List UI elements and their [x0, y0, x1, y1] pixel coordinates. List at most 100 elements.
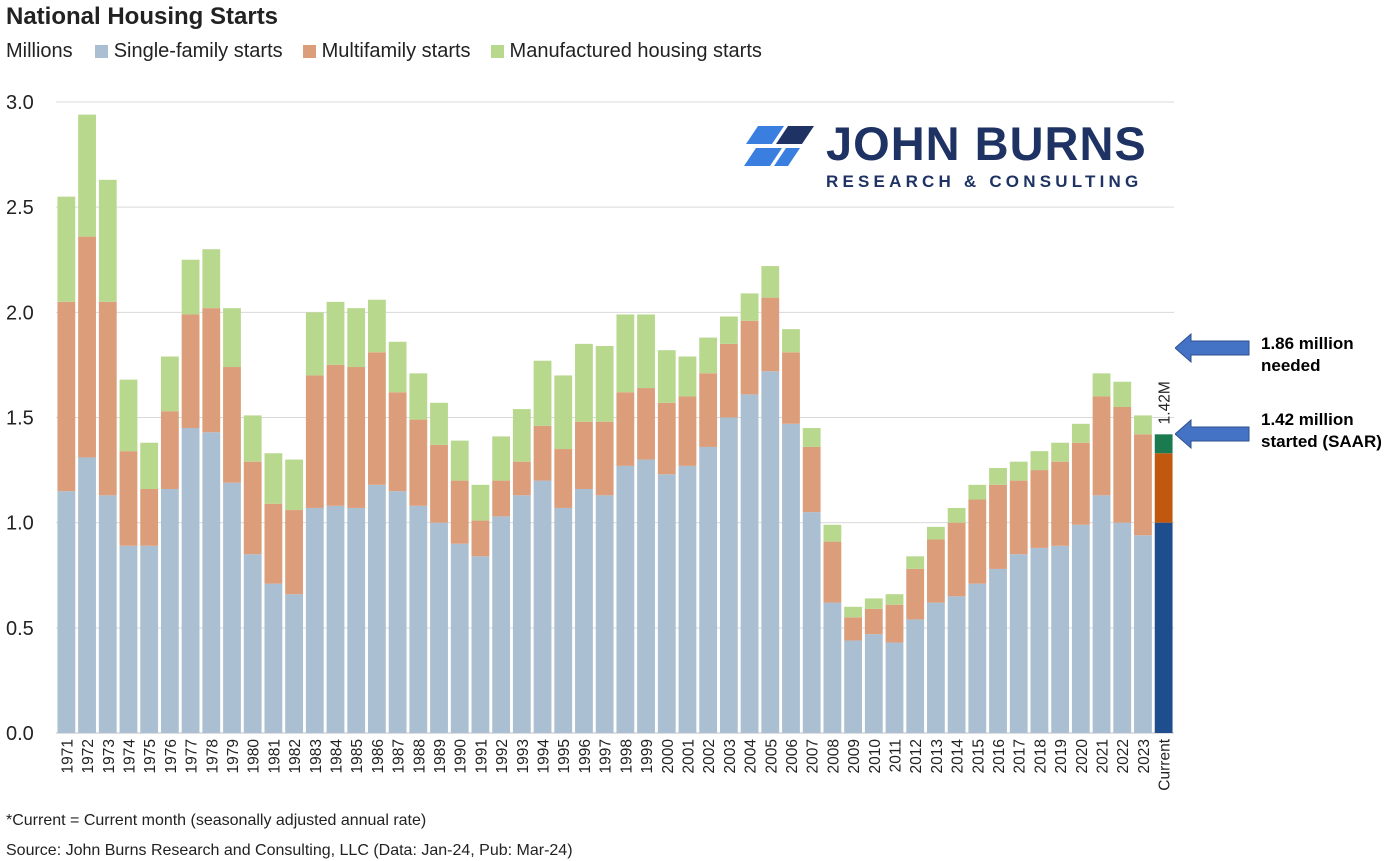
bar-multifamily-1997 [595, 421, 614, 496]
bar-single-family-2009 [844, 640, 862, 733]
chart-legend: Millions Single-family starts Multifamil… [6, 40, 782, 63]
bar-single-family-2013 [927, 602, 945, 733]
bar-multifamily-1983 [305, 375, 324, 508]
legend-swatch-manufactured [490, 45, 504, 58]
bar-manufactured-1983 [305, 312, 324, 376]
bar-single-family-2005 [761, 371, 780, 733]
bar-single-family-1980 [243, 554, 262, 733]
bar-multifamily-2009 [844, 617, 862, 641]
bar-multifamily-1987 [388, 392, 407, 492]
bar-multifamily-2007 [802, 446, 821, 513]
bar-single-family-2002 [699, 446, 718, 733]
bar-manufactured-2021 [1092, 373, 1111, 397]
bar-manufactured-2018 [1030, 451, 1049, 471]
x-tick-label: 1975 [142, 739, 159, 773]
bar-multifamily-1986 [368, 352, 386, 485]
x-tick-label: 2005 [763, 739, 780, 773]
x-tick-label: 2021 [1095, 739, 1112, 773]
y-tick-label: 1.5 [6, 408, 34, 430]
bar-single-family-1992 [492, 516, 511, 733]
bar-multifamily-1973 [98, 301, 117, 496]
bar-multifamily-1976 [160, 411, 179, 490]
bar-multifamily-2011 [885, 604, 904, 643]
bar-manufactured-1978 [202, 249, 221, 309]
x-tick-label: 2015 [970, 739, 987, 773]
bar-manufactured-1991 [471, 484, 490, 521]
bar-multifamily-2005 [761, 297, 780, 372]
bar-multifamily-2017 [1009, 480, 1028, 555]
bar-single-family-2001 [678, 465, 697, 733]
bar-manufactured-1995 [554, 375, 573, 450]
x-tick-label: 1982 [287, 739, 304, 773]
bar-multifamily-1995 [554, 449, 573, 508]
bar-multifamily-2022 [1113, 406, 1132, 523]
bar-manufactured-2001 [678, 356, 697, 397]
bar-multifamily-1974 [119, 451, 138, 546]
x-tick-label: 1984 [329, 739, 346, 774]
bar-manufactured-2019 [1051, 442, 1070, 462]
bar-manufactured-2011 [885, 594, 904, 605]
bar-multifamily-1979 [223, 367, 241, 483]
bar-manufactured-2013 [927, 526, 945, 540]
bar-multifamily-1989 [430, 444, 448, 523]
bar-multifamily-1999 [637, 388, 655, 460]
y-tick-label: 2.5 [6, 197, 34, 219]
bar-manufactured-2010 [864, 598, 883, 609]
bar-manufactured-2008 [823, 524, 842, 542]
bar-multifamily-2019 [1051, 461, 1070, 546]
x-tick-label: 2001 [680, 739, 697, 773]
x-tick-label: 2007 [805, 739, 822, 773]
bar-manufactured-2020 [1071, 423, 1090, 443]
bar-multifamily-1992 [492, 480, 511, 517]
x-tick-label: 2000 [660, 739, 677, 774]
legend-swatch-single-family [94, 45, 108, 58]
bar-manufactured-1977 [181, 259, 200, 315]
bar-single-family-1972 [78, 457, 96, 733]
x-tick-label: 1973 [101, 739, 118, 773]
x-tick-label: 1990 [453, 739, 470, 774]
bar-series [57, 114, 1173, 733]
bar-multifamily-2001 [678, 396, 697, 466]
logo-subtitle: RESEARCH & CONSULTING [826, 172, 1143, 191]
bar-multifamily-2008 [823, 541, 842, 603]
bar-manufactured-1971 [57, 196, 76, 302]
bar-manufactured-2006 [782, 329, 800, 353]
bar-manufactured-2015 [968, 484, 987, 500]
x-tick-label: 1998 [618, 739, 635, 773]
needed-annotation-line2: needed [1261, 356, 1321, 375]
needed-annotation: 1.86 million needed [1261, 333, 1354, 377]
bar-single-family-2015 [968, 583, 987, 733]
x-tick-label: 1989 [432, 739, 449, 773]
bar-manufactured-1993 [512, 409, 531, 462]
x-tick-label: 1977 [184, 739, 201, 773]
bar-manufactured-1988 [409, 373, 428, 420]
bar-manufactured-1973 [98, 179, 117, 302]
bar-manufactured-2009 [844, 606, 862, 618]
y-tick-labels: 0.0 0.5 1.0 1.5 2.0 2.5 3.0 [6, 92, 34, 745]
bar-manufactured-Current [1154, 434, 1173, 454]
bar-single-family-2003 [719, 417, 738, 733]
x-tick-label: 2020 [1074, 739, 1091, 774]
bar-multifamily-1972 [78, 236, 96, 458]
x-tick-label: 1991 [473, 739, 490, 773]
bar-multifamily-2000 [657, 402, 676, 475]
x-tick-label: 1993 [515, 739, 532, 773]
bar-single-family-2014 [947, 596, 966, 733]
x-tick-label: 2023 [1136, 739, 1153, 773]
bar-single-family-2000 [657, 474, 676, 733]
bar-single-family-Current [1154, 522, 1173, 733]
legend-item-single-family: Single-family starts [94, 40, 283, 63]
current-value-label-group: 1.42M [1157, 381, 1174, 424]
bar-multifamily-1998 [616, 392, 635, 466]
bar-multifamily-1975 [140, 489, 159, 546]
bar-multifamily-2004 [740, 320, 759, 395]
x-tick-label: 2003 [722, 739, 739, 773]
bar-manufactured-1990 [450, 440, 469, 481]
x-tick-label: 2017 [1012, 739, 1029, 773]
bar-multifamily-2006 [782, 352, 800, 424]
bar-single-family-2018 [1030, 547, 1049, 733]
bar-single-family-1991 [471, 556, 490, 733]
x-tick-label: 1980 [246, 739, 263, 774]
x-tick-label: 1981 [266, 739, 283, 773]
bar-multifamily-2021 [1092, 396, 1111, 496]
